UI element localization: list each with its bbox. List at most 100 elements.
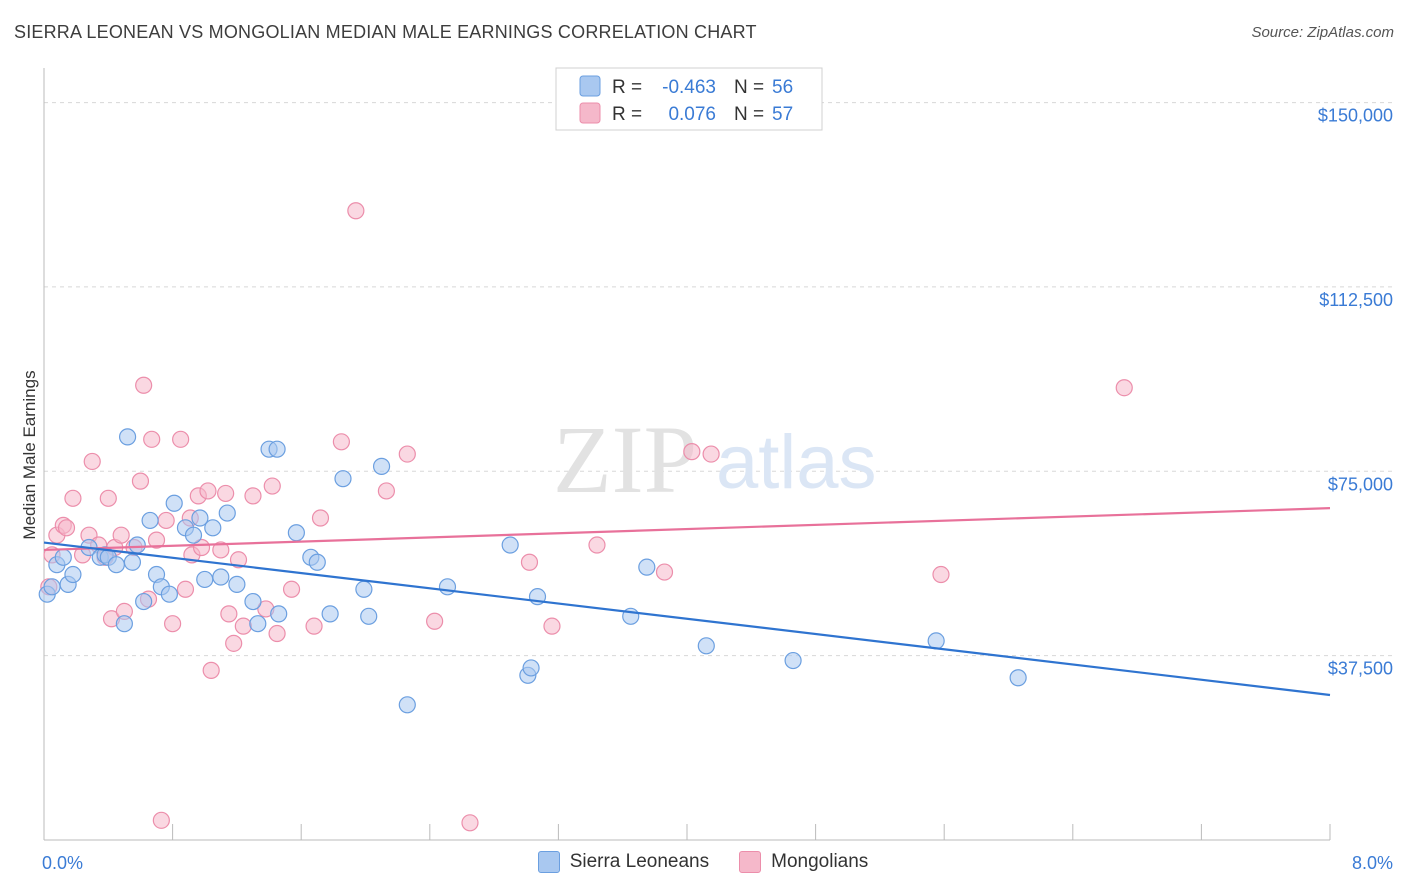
- legend-r-label-1: R =: [612, 77, 642, 98]
- sierra-leonean-point-12: [118, 428, 137, 446]
- sierra-leonean-point-51: [784, 651, 802, 670]
- watermark: ZIP atlas: [553, 406, 877, 513]
- y-tick-label-2: $112,500: [1319, 290, 1393, 310]
- sierra-leoneans-trend-line: [43, 541, 1331, 697]
- sierra-leonean-point-49: [638, 558, 656, 576]
- series-legend: Sierra Leoneans Mongolians: [0, 851, 1406, 873]
- series-legend-item-sierra-leoneans: Sierra Leoneans: [537, 851, 710, 873]
- sierra-leonean-point-23: [191, 509, 209, 527]
- sierra-leonean-point-42: [398, 696, 416, 714]
- y-tick-label-3: $150,000: [1318, 106, 1393, 126]
- x-tick-label-1: 8.0%: [1352, 853, 1393, 873]
- sierra-leonean-point-14: [128, 536, 146, 554]
- legend-n-label-2: N =: [734, 104, 764, 125]
- sierra-leonean-point-29: [244, 592, 262, 611]
- sierra-leonean-point-34: [287, 524, 305, 542]
- sierra-leonean-point-52: [927, 632, 945, 650]
- sierra-leonean-point-41: [372, 457, 391, 475]
- legend-swatch-pink: [579, 102, 601, 124]
- sierra-leonean-point-26: [212, 568, 230, 586]
- sierra-leonean-point-22: [184, 526, 203, 544]
- sierra-leonean-point-27: [218, 504, 236, 522]
- legend-swatch-blue: [579, 75, 601, 97]
- mongolian-point-38: [234, 617, 252, 635]
- sierra-leonean-point-1: [43, 578, 61, 596]
- series-label-mongolians: Mongolians: [771, 851, 869, 872]
- mongolian-point-25: [172, 430, 190, 448]
- grid-lines: [44, 102, 1394, 657]
- series-swatch-pink: [739, 851, 762, 873]
- legend-r-value-1: -0.463: [662, 77, 716, 98]
- mongolian-point-59: [1115, 379, 1133, 397]
- watermark-zip: ZIP: [553, 406, 697, 513]
- sierra-leonean-point-13: [123, 553, 142, 571]
- legend-n-value-1: 56: [772, 77, 793, 98]
- mongolian-point-55: [655, 563, 674, 581]
- mongolians-points: [40, 202, 1133, 832]
- sierra-leonean-point-28: [228, 575, 246, 593]
- sierra-leonean-point-37: [321, 605, 339, 623]
- mongolian-point-42: [268, 624, 286, 643]
- mongolian-point-17: [131, 472, 150, 490]
- mongolian-point-18: [135, 376, 153, 394]
- mongolian-point-58: [932, 565, 950, 584]
- series-swatch-blue: [537, 851, 560, 873]
- chart-title: SIERRA LEONEAN VS MONGOLIAN MEDIAN MALE …: [14, 22, 757, 42]
- sierra-leonean-point-50: [697, 637, 715, 655]
- mongolian-point-32: [202, 661, 220, 679]
- y-tick-labels: $37,500 $75,000 $112,500 $150,000: [1318, 106, 1393, 679]
- mongolian-point-8: [83, 452, 101, 471]
- sierra-leonean-point-33: [270, 605, 288, 623]
- x-tick-label-0: 0.0%: [42, 853, 83, 873]
- mongolian-point-39: [244, 487, 262, 505]
- mongolian-point-43: [282, 580, 301, 598]
- legend-n-label-1: N =: [734, 77, 764, 98]
- legend-r-value-2: 0.076: [668, 104, 716, 125]
- mongolian-point-23: [157, 511, 175, 530]
- mongolian-point-21: [147, 531, 166, 549]
- sierra-leonean-point-15: [135, 592, 153, 611]
- mongolian-point-57: [702, 445, 720, 463]
- sierra-leonean-point-39: [355, 580, 373, 598]
- sierra-leonean-point-20: [165, 494, 183, 512]
- series-legend-item-mongolians: Mongolians: [739, 851, 868, 873]
- mongolian-point-24: [164, 615, 182, 633]
- mongolian-point-22: [152, 811, 170, 829]
- sierra-leonean-point-44: [501, 536, 519, 554]
- y-tick-label-0: $37,500: [1328, 659, 1393, 679]
- mongolian-point-47: [347, 202, 365, 220]
- mongolian-point-51: [461, 814, 479, 832]
- mongolian-point-36: [225, 634, 243, 652]
- sierra-leonean-point-40: [360, 607, 378, 625]
- sierra-leonean-point-25: [204, 519, 222, 537]
- mongolian-point-52: [520, 553, 539, 571]
- sierra-leonean-point-3: [54, 548, 72, 566]
- trend-lines: [43, 507, 1331, 697]
- sierra-leonean-point-5: [64, 565, 82, 584]
- sierra-leonean-point-43: [438, 578, 457, 596]
- mongolian-point-41: [263, 477, 281, 495]
- mongolian-point-54: [588, 536, 606, 554]
- mongolian-point-31: [199, 482, 217, 500]
- mongolian-point-50: [426, 612, 444, 630]
- source-label: Source: ZipAtlas.com: [1251, 24, 1394, 41]
- mongolian-point-14: [112, 526, 130, 544]
- correlation-legend: R = -0.463 N = 56 R = 0.076 N = 57: [555, 67, 823, 131]
- legend-n-value-2: 57: [772, 104, 793, 125]
- sierra-leonean-point-19: [160, 585, 178, 603]
- y-tick-label-1: $75,000: [1328, 474, 1393, 494]
- sierra-leonean-point-36: [308, 553, 326, 571]
- sierra-leonean-point-32: [268, 440, 286, 458]
- series-label-sierra-leoneans: Sierra Leoneans: [569, 851, 710, 872]
- mongolian-point-53: [543, 617, 561, 635]
- sierra-leonean-point-46: [522, 659, 540, 677]
- sierra-leonean-point-53: [1009, 669, 1027, 687]
- sierra-leonean-point-30: [249, 615, 267, 633]
- mongolian-point-45: [311, 509, 330, 527]
- legend-r-label-2: R =: [612, 104, 642, 125]
- mongolian-point-37: [229, 551, 248, 569]
- mongolian-point-26: [176, 580, 195, 598]
- sierra-leonean-point-24: [196, 570, 214, 589]
- sierra-leonean-point-38: [334, 470, 352, 488]
